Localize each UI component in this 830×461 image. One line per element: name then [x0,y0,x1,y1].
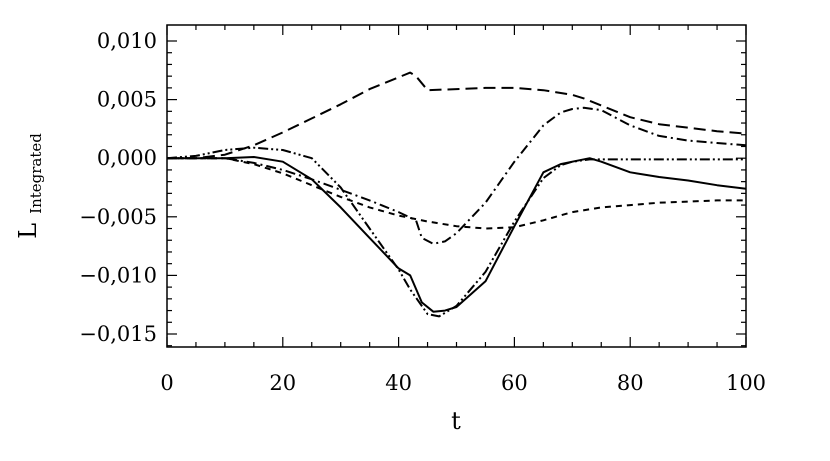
y-tick-label: 0,010 [97,29,157,53]
y-tick-label: 0,005 [97,88,157,112]
x-tick-label: 60 [501,371,528,395]
svg-text:L Integrated: L Integrated [14,133,45,239]
y-tick-label: −0,005 [79,205,157,229]
x-tick-label: 80 [617,371,644,395]
y-axis-label: L [14,223,42,239]
series-line-short-dash [167,157,746,230]
series-line-dash-dot-dot [166,146,746,318]
series-line-solid [167,156,747,313]
x-tick-label: 20 [269,371,296,395]
y-tick-label: −0,015 [79,322,157,346]
plot-frame [166,24,747,348]
x-axis-label: t [451,407,461,435]
axis-ticks [166,25,747,347]
x-tick-label: 100 [726,371,766,395]
y-tick-label: −0,010 [79,263,157,287]
x-tick-label: 0 [160,371,173,395]
y-axis-label-group: L Integrated [14,133,45,239]
series-line-long-dash [167,71,747,160]
x-tick-label: 40 [385,371,412,395]
y-axis-label-subscript: Integrated [27,133,45,214]
series-line-dash-dot [167,106,747,245]
y-tick-label: 0,000 [97,146,157,170]
series-layer [166,71,747,318]
tick-labels: 0 20 40 60 80 100 0,010 0,005 0,000 −0,005 −0,010 −… [79,29,766,395]
